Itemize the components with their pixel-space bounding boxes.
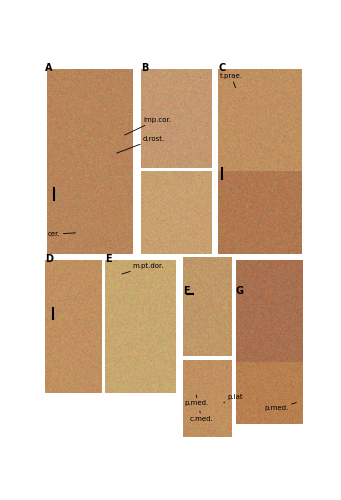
Text: p.med.: p.med. (184, 395, 208, 406)
Text: p.lat: p.lat (224, 394, 243, 402)
Text: c.med.: c.med. (189, 411, 213, 422)
Text: E: E (105, 254, 112, 264)
Text: B: B (141, 63, 149, 73)
Text: d.rost.: d.rost. (117, 136, 165, 153)
Text: cer.: cer. (48, 231, 76, 237)
Text: A: A (45, 63, 53, 73)
Text: m.pt.dor.: m.pt.dor. (122, 262, 164, 274)
Text: t.prae.: t.prae. (220, 73, 243, 88)
Text: D: D (45, 254, 53, 264)
Text: p.med.: p.med. (265, 402, 296, 411)
Text: F: F (183, 286, 189, 296)
Text: G: G (236, 286, 243, 296)
Text: imp.cor.: imp.cor. (124, 116, 171, 135)
Text: C: C (218, 63, 226, 73)
